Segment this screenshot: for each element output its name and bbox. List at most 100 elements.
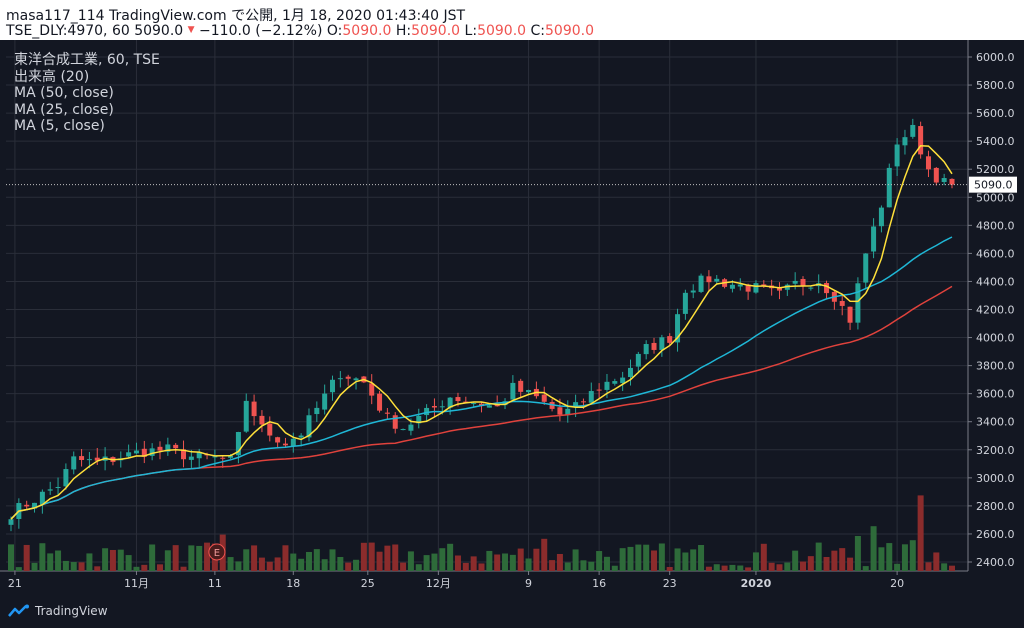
- candle-body: [878, 207, 884, 227]
- candle-body: [447, 397, 453, 408]
- indicator-ma25[interactable]: MA (25, close): [14, 101, 114, 118]
- candle-body: [863, 253, 869, 283]
- candle-body: [651, 342, 657, 350]
- volume-bar: [204, 542, 211, 571]
- last-price-label: 5090.0: [974, 179, 1013, 192]
- candle-body: [220, 457, 226, 459]
- indicator-volume[interactable]: 出来高 (20): [14, 68, 90, 85]
- candle-body: [792, 280, 798, 284]
- volume-bar: [337, 556, 344, 571]
- candle-body: [400, 429, 406, 431]
- candle-body: [486, 405, 492, 408]
- volume-bar: [70, 562, 77, 571]
- y-tick-label: 4000.0: [976, 332, 1015, 345]
- volume-bar: [392, 544, 399, 571]
- candle-body: [573, 402, 579, 408]
- candle-body: [290, 438, 296, 447]
- earnings-marker-icon: [208, 543, 226, 561]
- volume-bar: [439, 548, 446, 571]
- earnings-marker-label: E: [214, 548, 220, 559]
- volume-bar: [925, 562, 932, 571]
- volume-bar: [431, 553, 438, 571]
- volume-bar: [666, 567, 673, 571]
- candle-body: [322, 393, 328, 410]
- volume-bar: [894, 563, 901, 571]
- volume-bar: [658, 543, 665, 571]
- volume-bar: [196, 545, 203, 571]
- volume-bar: [760, 543, 767, 571]
- candle-body: [604, 381, 610, 390]
- volume-bar: [792, 550, 799, 571]
- candle-body: [63, 469, 69, 487]
- volume-bar: [627, 546, 634, 571]
- price-chart[interactable]: 2400.0 2600.0 2800.0 3000.0 3200.0 3400.0 3600…: [0, 40, 1024, 600]
- candle-body: [55, 487, 61, 489]
- volume-bar: [478, 563, 485, 571]
- candle-body: [675, 314, 681, 343]
- candle-body: [157, 446, 163, 451]
- volume-bar: [854, 536, 861, 571]
- volume-bar: [313, 549, 320, 571]
- volume-bar: [870, 526, 877, 571]
- candle-body: [596, 389, 602, 391]
- x-tick-label: 23: [663, 577, 677, 590]
- volume-bar: [329, 549, 336, 571]
- volume-bar: [619, 548, 626, 571]
- volume-bar: [831, 550, 838, 571]
- candle-body: [667, 336, 673, 343]
- x-tick-label: 25: [361, 577, 375, 590]
- volume-bar: [564, 562, 571, 571]
- last-price-badge: [969, 176, 1017, 193]
- y-tick-label: 5000.0: [976, 191, 1015, 204]
- chart-area[interactable]: 2400.0 2600.0 2800.0 3000.0 3200.0 3400.0 3600…: [0, 40, 1024, 600]
- candle-body: [941, 178, 947, 183]
- indicator-ma5[interactable]: MA (5, close): [14, 118, 105, 134]
- candle-body: [918, 126, 924, 155]
- candle-body: [330, 379, 336, 393]
- volume-bar: [698, 545, 705, 571]
- volume-bar: [588, 561, 595, 571]
- candle-body: [188, 456, 194, 460]
- tradingview-brand: TradingView: [35, 604, 108, 618]
- volume-bar: [125, 555, 132, 571]
- volume-bar: [776, 564, 783, 571]
- candle-body: [126, 452, 132, 457]
- x-tick-label: 18: [286, 577, 300, 590]
- candle-body: [392, 415, 398, 429]
- indicator-ma50[interactable]: MA (50, close): [14, 85, 114, 101]
- volume-bar: [768, 562, 775, 571]
- candle-body: [902, 137, 908, 146]
- volume-bar: [470, 556, 477, 571]
- close-label: C:: [530, 23, 546, 39]
- volume-bar: [682, 552, 689, 571]
- candle-body: [824, 283, 830, 294]
- volume-bar: [305, 551, 312, 571]
- candle-body: [729, 284, 735, 289]
- volume-bar: [109, 549, 116, 571]
- volume-bar: [737, 565, 744, 571]
- volume-bar: [62, 560, 69, 571]
- volume-bar: [502, 553, 509, 571]
- candle-body: [612, 381, 618, 384]
- y-tick-label: 4400.0: [976, 275, 1015, 288]
- tradingview-logo[interactable]: TradingView: [8, 604, 108, 618]
- candle-body: [47, 489, 53, 491]
- volume-bar: [878, 547, 885, 571]
- y-tick-label: 5800.0: [976, 79, 1015, 92]
- candle-body: [714, 278, 720, 282]
- volume-bar: [917, 495, 924, 571]
- volume-bar: [494, 554, 501, 571]
- volume-bar: [580, 560, 587, 571]
- volume-bar: [47, 553, 54, 571]
- candle-body: [643, 344, 649, 355]
- candle-body: [580, 401, 586, 403]
- y-tick-label: 4800.0: [976, 219, 1015, 232]
- symbol-info: TSE_DLY:4970, 60 5090.0: [6, 23, 184, 39]
- volume-bar: [886, 543, 893, 571]
- volume-bar: [274, 557, 281, 571]
- volume-bar: [596, 551, 603, 571]
- candle-body: [267, 423, 273, 436]
- y-tick-label: 3600.0: [976, 388, 1015, 401]
- candle-body: [32, 502, 38, 509]
- volume-bar: [133, 566, 140, 571]
